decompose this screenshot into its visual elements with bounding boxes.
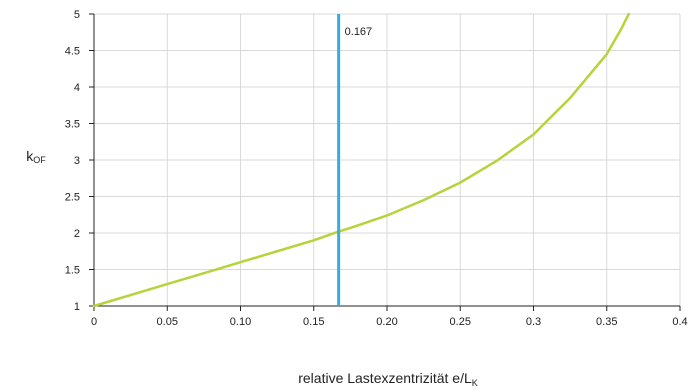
y-tick-label: 3 bbox=[74, 155, 80, 167]
x-tick-label: 0.20 bbox=[376, 316, 397, 328]
x-axis-label-main: relative Lastexzentrizität e/L bbox=[298, 370, 472, 386]
y-axis-label-sub: OF bbox=[33, 155, 46, 165]
x-tick-label: 0.25 bbox=[450, 316, 471, 328]
x-tick-label: 0.05 bbox=[157, 316, 178, 328]
y-tick-label: 2 bbox=[74, 228, 80, 240]
y-tick-labels: 1 1.5 2 2.5 3 3.5 4 4.5 5 bbox=[65, 9, 80, 313]
x-axis-label: relative Lastexzentrizität e/LK bbox=[298, 370, 478, 388]
x-tick-label: 0.3 bbox=[526, 316, 541, 328]
x-tick-label: 0.10 bbox=[230, 316, 251, 328]
y-tick-label: 3.5 bbox=[65, 119, 80, 131]
y-axis-label: kOF bbox=[26, 148, 46, 165]
x-tick-label: 0.4 bbox=[672, 316, 687, 328]
y-tick-label: 2.5 bbox=[65, 192, 80, 204]
y-tick-label: 1.5 bbox=[65, 265, 80, 277]
x-tick-label: 0 bbox=[91, 316, 97, 328]
y-axis-label-main: k bbox=[26, 148, 34, 164]
y-tick-label: 5 bbox=[74, 9, 80, 21]
series-layer bbox=[92, 12, 630, 308]
x-tick-label: 0.35 bbox=[596, 316, 617, 328]
x-axis-label-sub: K bbox=[472, 378, 478, 388]
grid-lines bbox=[94, 13, 681, 306]
annotation-layer: 0.167 bbox=[337, 14, 373, 306]
y-tick-label: 1 bbox=[74, 301, 80, 313]
x-tick-labels: 0 0.05 0.10 0.15 0.20 0.25 0.3 0.35 0.4 bbox=[91, 316, 688, 328]
axes bbox=[89, 13, 681, 311]
y-tick-label: 4.5 bbox=[65, 46, 80, 58]
x-tick-label: 0.15 bbox=[303, 316, 324, 328]
reference-vline-label: 0.167 bbox=[345, 26, 373, 38]
series-line-0 bbox=[92, 12, 630, 308]
y-tick-label: 4 bbox=[74, 82, 80, 94]
